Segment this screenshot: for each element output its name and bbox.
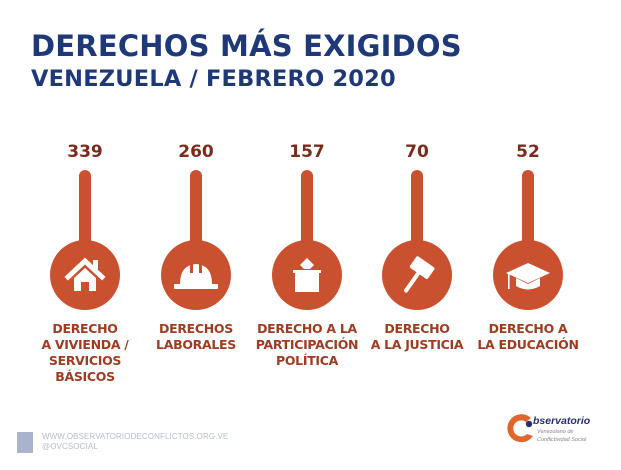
category-label-line: POLÍTICA — [275, 353, 339, 368]
lollipop-item: 339 — [50, 142, 120, 310]
house-icon — [64, 257, 106, 291]
category-label-line: DERECHOS — [159, 321, 233, 336]
value-label: 157 — [289, 142, 325, 162]
value-label: 52 — [516, 142, 540, 162]
title-line-2: VENEZUELA / FEBRERO 2020 — [31, 66, 396, 92]
graduation-cap-icon — [506, 263, 550, 290]
lollipop-item: 70 — [382, 142, 452, 310]
logo-subtitle-1: Venezolano de — [537, 429, 574, 435]
value-label: 70 — [405, 142, 429, 162]
footer-text: WWW.OBSERVATORIODECONFLICTOS.ORG.VE @OVC… — [42, 432, 228, 452]
logo-title: bservatorio — [533, 415, 591, 427]
lollipop-item: 52 — [493, 142, 563, 310]
footer-website-link[interactable]: WWW.OBSERVATORIODECONFLICTOS.ORG.VE — [42, 432, 229, 441]
category-label: DERECHO A LA PARTICIPACIÓN POLÍTICA — [247, 321, 367, 369]
category-label-line: DERECHO A — [488, 321, 568, 336]
category-label: DERECHOS LABORALES — [136, 321, 256, 353]
title-line-1: DERECHOS MÁS EXIGIDOS — [31, 29, 462, 63]
gavel-icon — [404, 256, 435, 293]
footer-social-handle[interactable]: @OVCSOCIAL — [42, 442, 98, 451]
category-label-line: A VIVIENDA / — [41, 337, 129, 352]
value-label: 260 — [178, 142, 214, 162]
category-label: DERECHO A LA EDUCACIÓN — [468, 321, 588, 353]
value-label: 339 — [67, 142, 103, 162]
category-label-line: LABORALES — [156, 337, 236, 352]
footer-square — [17, 432, 33, 453]
category-label-line: PARTICIPACIÓN — [255, 337, 359, 352]
category-label: DERECHO A VIVIENDA / SERVICIOS BÁSICOS — [25, 321, 145, 385]
category-label-line: DERECHO — [384, 321, 450, 336]
lollipop-item: 260 — [161, 142, 231, 310]
hard-hat-icon — [174, 263, 218, 289]
category-label-line: DERECHO A LA — [257, 321, 357, 336]
logo-subtitle-2: Conflictividad Social — [537, 437, 587, 443]
lollipop-chart: 339 260 157 70 52 — [50, 142, 563, 310]
category-label-line: SERVICIOS — [48, 353, 122, 368]
category-label-line: LA EDUCACIÓN — [477, 337, 579, 352]
category-label-line: BÁSICOS — [55, 369, 115, 384]
ballot-box-icon — [293, 258, 321, 292]
category-label-line: A LA JUSTICIA — [370, 337, 464, 352]
category-label-line: DERECHO — [52, 321, 118, 336]
logo-swoosh-icon — [507, 414, 533, 443]
lollipop-item: 157 — [272, 142, 342, 310]
page-title: DERECHOS MÁS EXIGIDOS VENEZUELA / FEBRER… — [31, 28, 462, 94]
category-label: DERECHO A LA JUSTICIA — [357, 321, 477, 353]
observatorio-logo: bservatorio Venezolano de Conflictividad… — [505, 410, 595, 450]
